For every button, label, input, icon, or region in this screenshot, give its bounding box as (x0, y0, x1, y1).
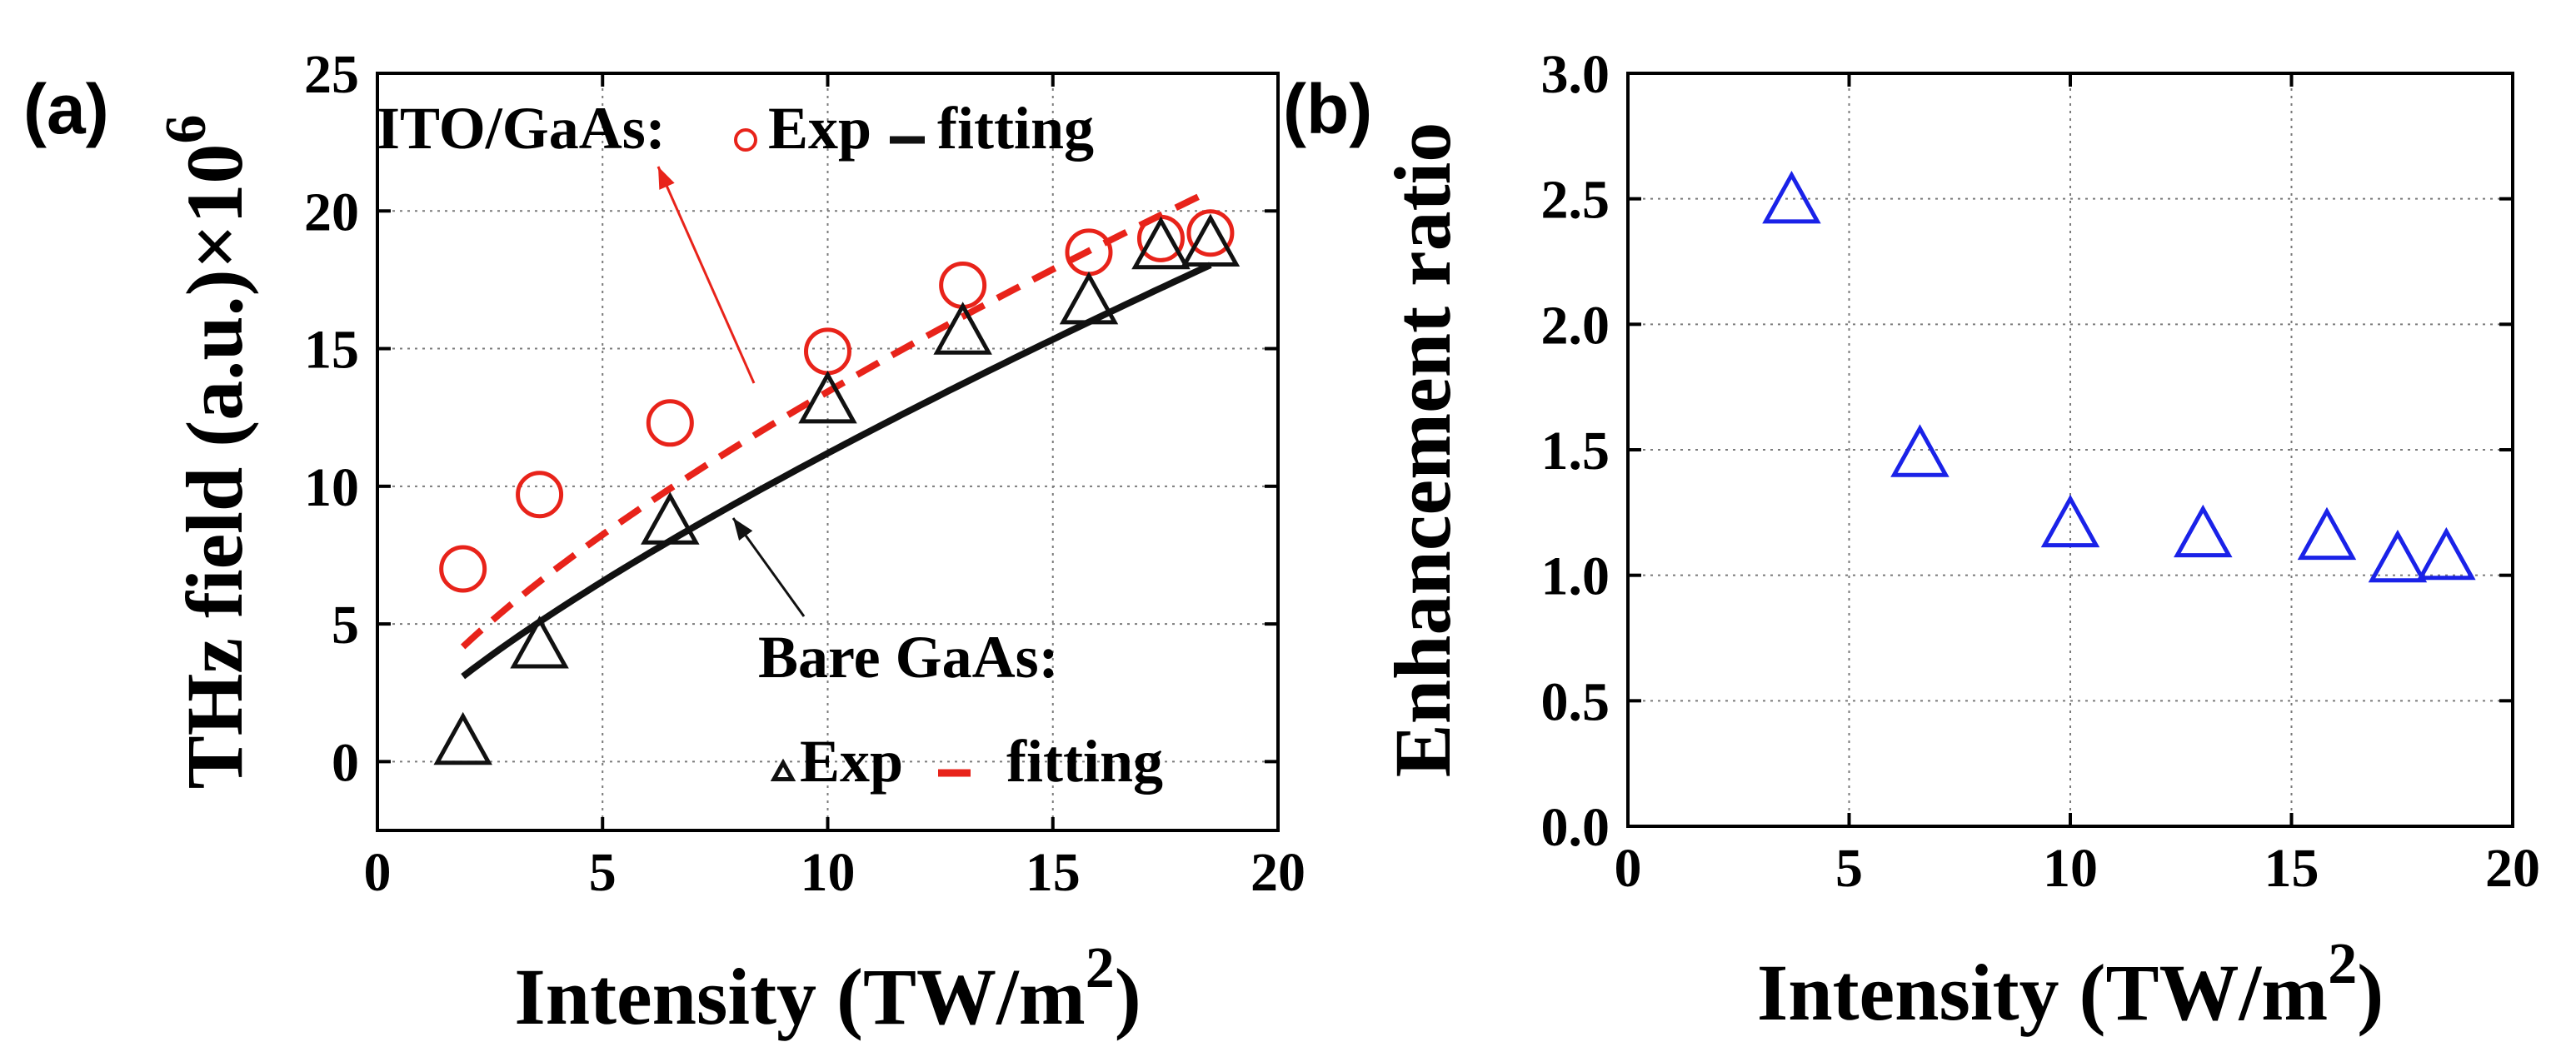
bare-exp-point (933, 302, 992, 355)
ratio-point (2297, 506, 2357, 561)
y-axis-label: THz field (a.u.)×106 (154, 115, 259, 790)
y-tick-label: 15 (304, 320, 359, 381)
bare-exp-point (433, 711, 492, 765)
bare-exp-point (1059, 271, 1119, 325)
ratio-point (1762, 170, 1821, 224)
ito-exp-legend-marker (734, 128, 757, 152)
ito-exp-point (439, 545, 487, 593)
ratio-point (2417, 526, 2476, 581)
ratio-point (2040, 494, 2100, 548)
x-tick-label: 5 (1835, 838, 1863, 899)
y-tick-label: 1.5 (1541, 421, 1610, 481)
bare-fitting-curve (461, 262, 1212, 680)
y-tick-label: 2.5 (1541, 170, 1610, 231)
x-tick-label: 20 (1251, 842, 1305, 903)
ito-fitting-curve (460, 187, 1212, 650)
bare-exp-point (1181, 213, 1241, 267)
ratio-point (2368, 529, 2428, 583)
y-tick-label: 2.0 (1541, 295, 1610, 356)
y-axis-label-superscript: 6 (154, 115, 218, 144)
x-axis-label: Intensity (TW/m2) (514, 936, 1141, 1041)
ratio-point (2174, 504, 2233, 558)
ratio-point (1890, 424, 1949, 477)
bare-exp-point (798, 370, 857, 424)
bare-exp-legend-marker (770, 758, 796, 782)
panel-b: 0 5 10 15 20 0.0 0.5 1.0 1.5 2.0 2.5 3.0 Intensity (… (1283, 44, 2540, 1037)
ito-exp-point (939, 262, 987, 310)
panel-a: 0 5 10 15 20 0 5 10 15 20 25 Intensity (TW/m2) THz f… (23, 44, 1305, 1041)
ito-annotation-arrow-shaft (656, 166, 756, 384)
ito-exp-point (1186, 209, 1235, 257)
bare-exp-point (641, 491, 700, 545)
y-tick-label: 0.0 (1541, 797, 1610, 858)
y-tick-label: 3.0 (1541, 44, 1610, 105)
x-tick-label: 15 (2264, 838, 2319, 899)
x-axis-label-close: ) (1115, 952, 1141, 1041)
bare-exp-point (510, 616, 569, 669)
ito-exp-point (516, 471, 564, 519)
panel-label: (a) (23, 70, 109, 148)
x-tick-label: 5 (589, 842, 617, 903)
x-tick-label: 20 (2485, 838, 2540, 899)
y-tick-label: 1.0 (1541, 546, 1610, 607)
y-tick-label: 5 (332, 595, 359, 656)
y-axis-label: Enhancement ratio (1378, 122, 1467, 778)
bare-exp-point (1131, 216, 1191, 270)
y-tick-label: 0.5 (1541, 671, 1610, 732)
bare-legend-label: Bare GaAs: (758, 624, 1059, 691)
panel-label: (b) (1283, 70, 1372, 148)
x-tick-label: 15 (1026, 842, 1081, 903)
ito-fit-legend-text: fitting (937, 95, 1094, 162)
x-tick-label: 0 (364, 842, 392, 903)
y-tick-label: 20 (304, 182, 359, 242)
x-axis-label-close: ) (2357, 948, 2384, 1037)
ito-exp-point (646, 399, 694, 447)
y-tick-label: 10 (304, 457, 359, 518)
x-axis-label-superscript: 2 (1086, 936, 1115, 1000)
x-tick-label: 0 (1615, 838, 1642, 899)
y-tick-label: 25 (304, 44, 359, 105)
ito-legend-label: ITO/GaAs: (377, 95, 666, 162)
x-axis-label-superscript: 2 (2328, 932, 2357, 996)
x-tick-label: 10 (2043, 838, 2098, 899)
ito-exp-legend-text: Exp (768, 95, 871, 162)
bare-fit-legend-text: fitting (1006, 728, 1163, 795)
x-axis-label: Intensity (TW/m2) (1757, 932, 2384, 1037)
x-tick-label: 10 (801, 842, 856, 903)
bare-exp-legend-text: Exp (800, 728, 903, 795)
ito-annotation-arrow-head (658, 167, 675, 190)
bare-annotation-arrow-head (733, 518, 753, 541)
y-tick-label: 0 (332, 732, 359, 793)
